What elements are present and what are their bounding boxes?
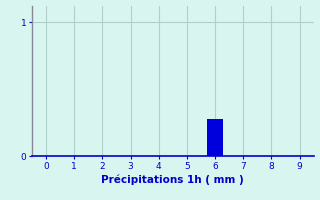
X-axis label: Précipitations 1h ( mm ): Précipitations 1h ( mm ) [101,175,244,185]
Bar [207,118,223,156]
